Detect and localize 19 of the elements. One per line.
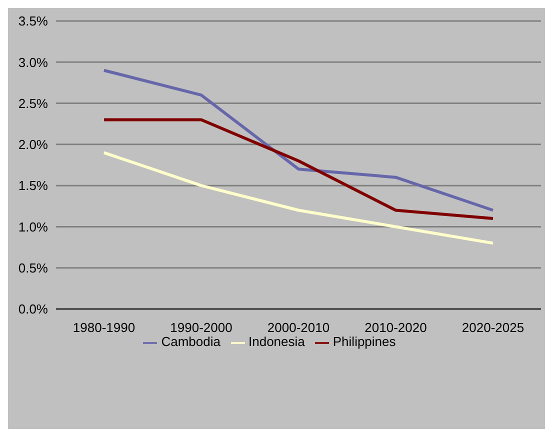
y-tick-label: 1.0% [18,219,48,234]
y-tick-label: 3.5% [18,14,48,29]
y-tick-label: 3.0% [18,54,48,70]
x-tick-label: 2020-2025 [462,320,524,336]
x-tick-label: 2000-2010 [267,320,330,336]
y-tick-label: 2.0% [18,137,48,152]
x-tick-label: 1990-2000 [170,320,232,336]
y-tick-label: 2.5% [18,96,48,111]
legend-label: Indonesia [248,334,305,349]
line-series [102,118,494,220]
legend-label: Philippines [332,334,396,349]
legend-label: Cambodia [161,334,220,349]
y-tick-label: 0.0% [18,302,48,317]
x-tick-label: 1980-1990 [72,320,136,336]
x-tick-label: 2010-2020 [364,320,427,336]
y-tick-label: 1.5% [18,178,48,194]
y-tick-label: 0.5% [18,260,48,276]
line-series [102,151,494,245]
line-series [102,68,494,212]
